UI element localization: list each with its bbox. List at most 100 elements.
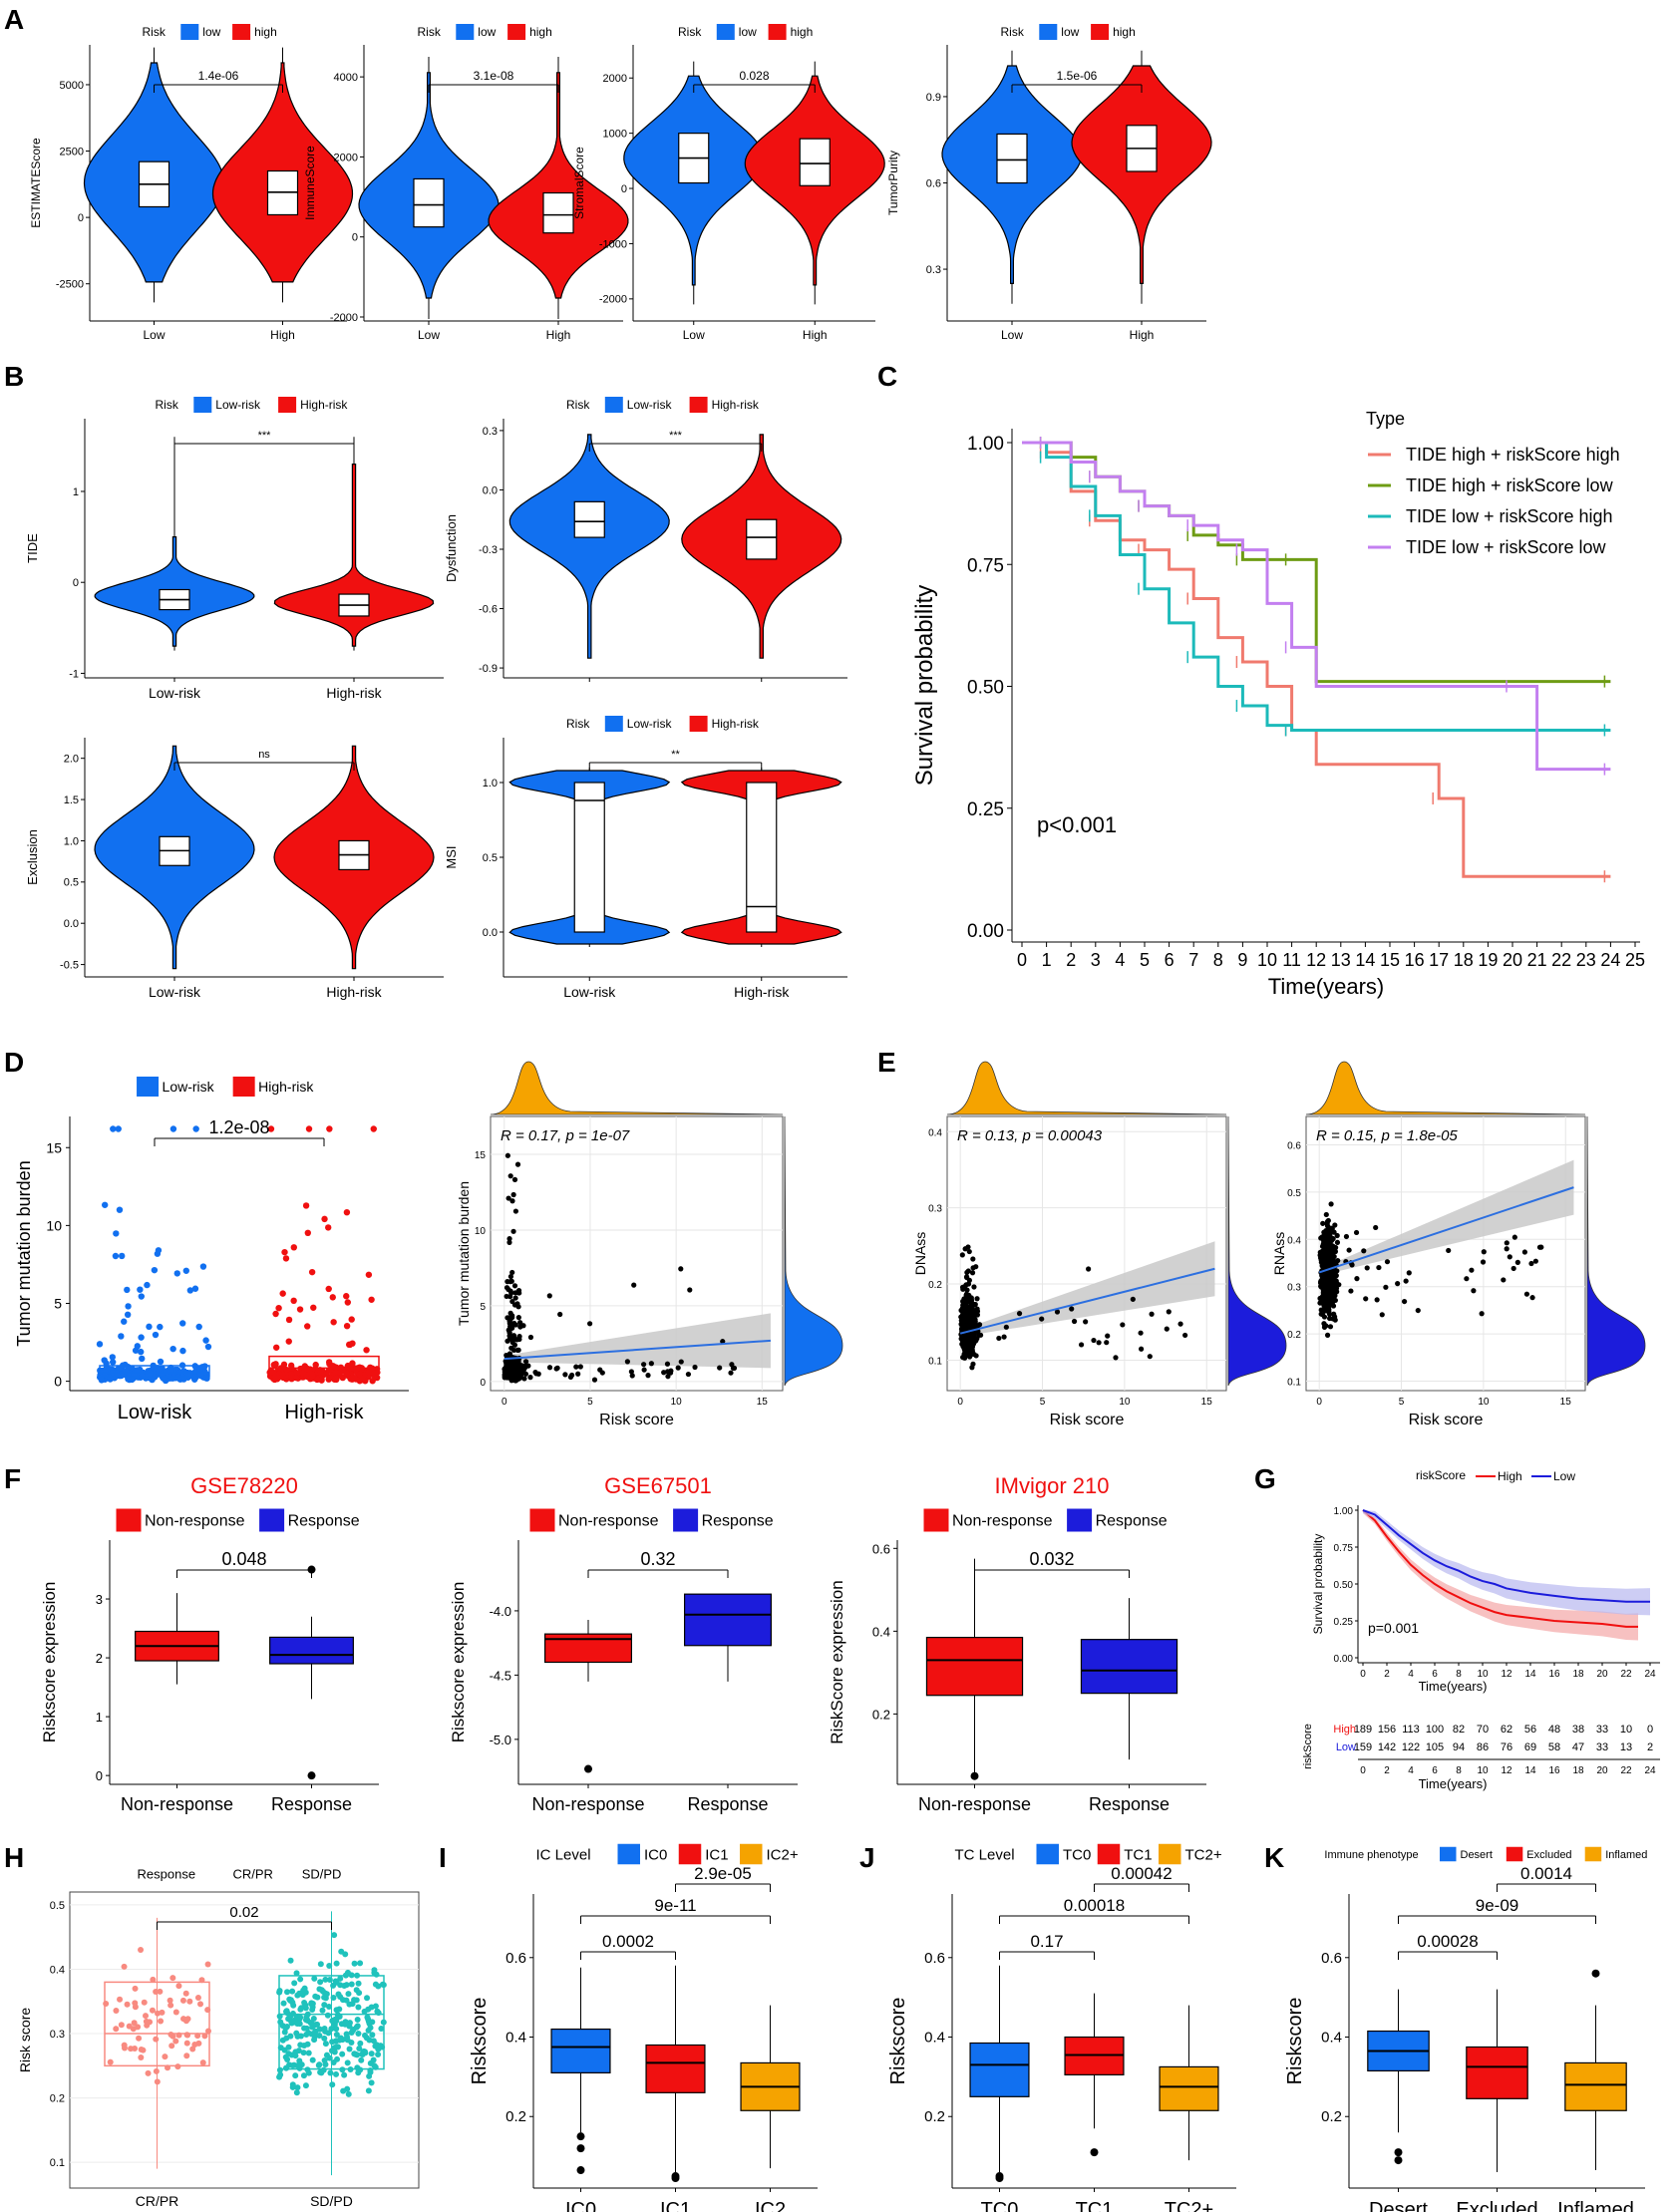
data-point <box>959 1284 966 1290</box>
data-point <box>1321 1272 1327 1278</box>
legend-key-0 <box>193 397 212 413</box>
data-point <box>1361 1248 1367 1254</box>
box-1 <box>1466 2046 1528 2099</box>
x-tick-label: 18 <box>1572 1669 1584 1680</box>
data-point <box>290 1297 297 1305</box>
data-point <box>144 2022 151 2029</box>
data-point <box>202 1337 209 1344</box>
data-point <box>963 1335 970 1341</box>
data-point <box>1335 1257 1341 1264</box>
data-point <box>116 1206 124 1213</box>
x-tick-label: 10 <box>1119 1397 1131 1408</box>
x-tick-label: High-risk <box>326 685 382 701</box>
data-point <box>103 2001 110 2008</box>
risk-table-count: 38 <box>1572 1724 1584 1736</box>
data-point <box>117 1996 124 2003</box>
data-point <box>321 2002 328 2009</box>
data-point <box>125 1303 132 1310</box>
risk-table-count: 113 <box>1402 1724 1420 1736</box>
legend-label: TIDE low + riskScore high <box>1406 506 1613 526</box>
y-tick-label: 0.3 <box>50 2029 65 2041</box>
outlier-point <box>584 1764 592 1773</box>
x-tick-label: 22 <box>1551 950 1571 970</box>
data-point <box>321 2025 328 2032</box>
data-point <box>332 1978 339 1985</box>
data-point <box>1507 1254 1512 1260</box>
data-point <box>1376 1264 1382 1271</box>
data-point <box>973 1264 979 1270</box>
data-point <box>134 1343 142 1350</box>
x-tick-label: 5 <box>1040 1397 1046 1408</box>
data-point <box>358 2056 365 2063</box>
data-point <box>965 1281 972 1287</box>
data-point <box>1323 1233 1329 1239</box>
data-point <box>1333 1278 1339 1284</box>
y-tick-label: 3 <box>96 1592 103 1607</box>
data-point <box>517 1320 523 1326</box>
data-point <box>280 2000 287 2007</box>
legend-title: Immune phenotype <box>1324 1849 1418 1861</box>
y-tick-label: 1 <box>96 1710 103 1725</box>
data-point <box>963 1318 969 1324</box>
legend-key-1 <box>1097 1843 1121 1865</box>
data-point <box>98 1377 106 1384</box>
y-tick-label: -4.0 <box>490 1604 511 1619</box>
y-axis-label: Survival probability <box>1311 1534 1325 1635</box>
legend-key-1 <box>1091 24 1110 40</box>
outlier-point <box>1394 2148 1403 2157</box>
data-point <box>303 2032 310 2039</box>
x-tick-label: 12 <box>1306 950 1326 970</box>
data-point <box>290 1244 298 1251</box>
outlier-point <box>576 2144 585 2153</box>
data-point <box>361 2008 368 2015</box>
data-point <box>1348 1288 1354 1294</box>
y-tick-label: -0.3 <box>479 544 498 556</box>
data-point <box>339 1374 346 1382</box>
data-point <box>509 1198 515 1204</box>
legend-label: High-risk <box>300 398 348 412</box>
x-tick-label: Low-risk <box>149 984 201 1000</box>
data-point <box>285 1316 293 1324</box>
data-point <box>353 2024 360 2031</box>
chart-title: IMvigor 210 <box>995 1473 1110 1498</box>
data-point <box>343 1208 351 1216</box>
y-tick-label: 0.2 <box>50 2093 65 2105</box>
data-point <box>172 2009 179 2016</box>
data-point <box>275 1304 282 1312</box>
data-point <box>365 2087 372 2094</box>
data-point <box>113 1230 120 1237</box>
panel-letter-g: G <box>1254 1463 1276 1494</box>
data-point <box>336 2006 343 2013</box>
risk-table-x-tick: 4 <box>1408 1765 1414 1776</box>
correlation-annotation: R = 0.15, p = 1.8e-05 <box>1316 1127 1458 1144</box>
legend-title: Risk <box>156 398 179 412</box>
x-tick-label: 15 <box>1560 1397 1572 1408</box>
data-point <box>1104 1340 1110 1346</box>
legend-label: high <box>1113 25 1136 39</box>
x-tick-label: High <box>270 328 295 342</box>
data-point <box>1177 1321 1183 1327</box>
data-point <box>1139 1346 1145 1352</box>
p-value-annotation: p=0.001 <box>1368 1620 1419 1636</box>
data-point <box>629 1373 635 1379</box>
x-tick-label: 16 <box>1548 1669 1560 1680</box>
x-tick-label: 15 <box>757 1397 769 1408</box>
y-tick-label: 0.25 <box>967 799 1004 820</box>
violin-box-0 <box>573 782 605 933</box>
y-tick-label: 0.2 <box>505 2108 526 2125</box>
y-tick-label: 0.0 <box>64 918 79 930</box>
data-point <box>124 1286 131 1294</box>
x-tick-label: 6 <box>1432 1669 1438 1680</box>
data-point <box>138 2054 145 2061</box>
data-point <box>1326 1269 1332 1275</box>
x-tick-label: CR/PR <box>136 2193 179 2209</box>
x-tick-label: 24 <box>1644 1669 1656 1680</box>
data-point <box>199 1263 207 1270</box>
outlier-point <box>1394 2156 1403 2165</box>
data-point <box>967 1351 973 1358</box>
data-point <box>191 1285 199 1292</box>
data-point <box>303 1373 311 1380</box>
data-point <box>144 1281 151 1289</box>
p-value-label: 0.17 <box>1030 1932 1063 1951</box>
y-tick-label: 0.4 <box>924 2030 945 2047</box>
